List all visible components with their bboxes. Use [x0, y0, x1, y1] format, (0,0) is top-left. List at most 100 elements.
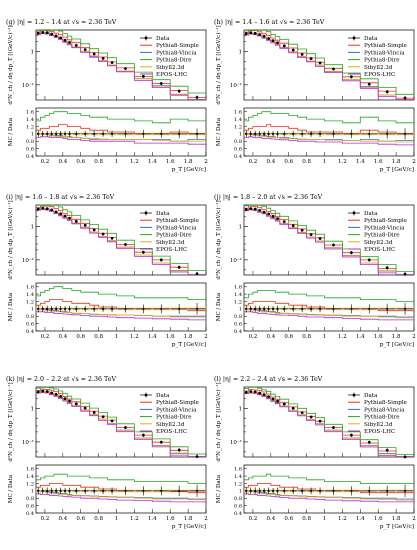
x-tick-label: 1.2 [130, 334, 139, 340]
legend-label: Pythia8-Vincia [156, 225, 197, 231]
ratio-data-point [350, 307, 353, 310]
legend-swatch-data-point [352, 36, 356, 40]
data-point [41, 31, 45, 34]
ratio-data-point [292, 307, 295, 310]
x-tick-label: 1.8 [392, 159, 401, 165]
legend-label: Pythia8-Simple [156, 43, 200, 49]
ratio-data-point [283, 132, 286, 135]
ratio-data-point [310, 307, 313, 310]
ratio-tick-label: 1.4 [26, 117, 34, 123]
legend-label: EPOS-LHC [156, 72, 187, 78]
ratio-tick-label: 1.4 [234, 474, 242, 480]
ratio-data-point [301, 489, 304, 492]
data-point [300, 411, 304, 415]
data-point [258, 391, 262, 395]
x-tick-label: 1.2 [338, 516, 347, 522]
data-point [253, 390, 257, 394]
legend-label: Pythia8-Simple [364, 43, 408, 49]
x-tick-label: 1.2 [130, 159, 139, 165]
ratio-data-point [368, 489, 371, 492]
data-point [271, 397, 275, 401]
panel-0: (g) |η| = 1.2 – 1.4 at √s = 2.36 TeVd²N_… [6, 19, 208, 173]
data-point [59, 36, 63, 40]
x-tick-label: 0.4 [58, 159, 67, 165]
x-tick-label: 1.2 [338, 334, 347, 340]
y-axis-label: d²N_ch / dη dp_T [(GeV/c)⁻¹] [215, 25, 222, 104]
x-axis-label: p_T [GeV/c] [172, 524, 206, 530]
legend-label: Sibyll2.3d [364, 240, 393, 246]
ratio-data-point [310, 132, 313, 135]
ratio-line-pythia8-dire [244, 473, 414, 484]
y-tick-label: 10⁻¹ [22, 82, 34, 89]
ratio-data-point [310, 489, 313, 492]
x-tick-label: 1.4 [148, 159, 157, 165]
ratio-tick-label: 0.8 [234, 496, 242, 502]
ratio-data-point [102, 132, 105, 135]
ratio-data-point [267, 307, 270, 310]
ratio-data-point [386, 489, 389, 492]
legend-label: EPOS-LHC [364, 72, 395, 78]
legend-label: Sibyll2.3d [364, 422, 393, 428]
data-point [159, 440, 163, 444]
y-tick-label: 1 [31, 407, 35, 413]
ratio-data-point [84, 132, 87, 135]
legend-label: Pythia8-Dire [364, 58, 400, 64]
legend-label: Pythia8-Dire [156, 233, 192, 239]
series-line-pythia8-dire [36, 386, 206, 455]
ratio-y-axis-label: MC / Data [216, 474, 222, 503]
x-tick-label: 0.4 [58, 516, 67, 522]
ratio-tick-label: 1 [239, 132, 242, 138]
x-tick-label: 1.4 [356, 334, 365, 340]
ratio-data-point [368, 132, 371, 135]
y-axis-label: d²N_ch / dη dp_T [(GeV/c)⁻¹] [7, 382, 14, 461]
data-point [141, 433, 145, 437]
ratio-data-point [46, 307, 49, 310]
data-point [258, 208, 262, 212]
x-tick-label: 0.6 [76, 159, 85, 165]
ratio-data-point [301, 132, 304, 135]
x-tick-label: 2 [204, 159, 208, 165]
data-point [195, 272, 199, 276]
data-point [403, 272, 407, 276]
x-tick-label: 0.2 [249, 159, 258, 165]
ratio-data-point [50, 307, 53, 310]
data-point [253, 31, 257, 35]
x-tick-label: 0.4 [266, 159, 275, 165]
ratio-tick-label: 1 [239, 307, 242, 313]
x-tick-label: 1.6 [374, 516, 383, 522]
y-axis-label: d²N_ch / dη dp_T [(GeV/c)⁻¹] [7, 200, 14, 279]
data-point [36, 390, 40, 394]
x-tick-label: 2 [412, 159, 416, 165]
data-point [262, 393, 266, 397]
ratio-data-point [263, 489, 266, 492]
x-tick-label: 0.8 [302, 159, 311, 165]
ratio-tick-label: 0.4 [26, 154, 34, 160]
ratio-data-point [301, 307, 304, 310]
ratio-line-sibyll2-3d [36, 133, 206, 142]
ratio-tick-label: 1.4 [26, 474, 34, 480]
x-tick-label: 0.8 [94, 159, 103, 165]
ratio-tick-label: 1.6 [234, 466, 242, 472]
data-point [262, 210, 266, 214]
ratio-data-point [142, 307, 145, 310]
ratio-data-point [195, 132, 199, 135]
ratio-tick-label: 0.6 [234, 146, 242, 152]
data-point [300, 228, 304, 232]
data-point [318, 61, 322, 65]
data-point [332, 426, 335, 429]
panel-title: (l) |η| = 2.2 – 2.4 at √s = 2.36 TeV [214, 376, 323, 383]
legend-label: Pythia8-Vincia [364, 407, 405, 413]
series-line-epos-lhc [36, 209, 206, 275]
data-point [141, 250, 145, 254]
legend-label: Pythia8-Dire [156, 415, 192, 421]
data-point [385, 266, 389, 270]
data-point [45, 31, 49, 35]
legend-label: Pythia8-Vincia [364, 225, 405, 231]
data-point [141, 74, 145, 78]
ratio-data-point [386, 132, 389, 135]
panel-2: (i) |η| = 1.6 – 1.8 at √s = 2.36 TeVd²N_… [6, 194, 208, 348]
ratio-line-sibyll2-3d [244, 490, 414, 501]
x-tick-label: 1 [115, 516, 119, 522]
data-point [159, 258, 163, 262]
ratio-data-point [102, 489, 105, 492]
